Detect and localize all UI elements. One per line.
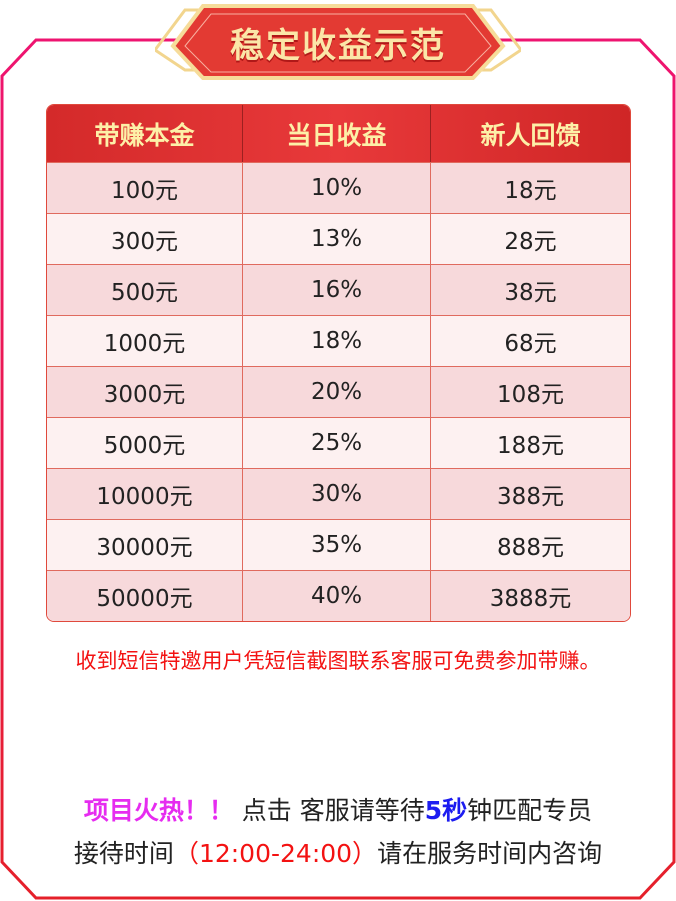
match-text: 钟匹配专员 bbox=[467, 796, 593, 825]
header-daily-yield: 当日收益 bbox=[243, 105, 431, 162]
cell-daily-yield: 40% bbox=[243, 571, 431, 621]
cell-bonus: 108元 bbox=[497, 382, 564, 408]
click-text[interactable]: 点击 客服请等待 bbox=[233, 796, 425, 825]
header-new-user-bonus: 新人回馈 bbox=[480, 120, 581, 150]
cell-bonus: 38元 bbox=[504, 280, 557, 306]
seconds-text: 5秒 bbox=[424, 796, 468, 825]
hours-note: 请在服务时间内咨询 bbox=[377, 839, 603, 868]
header-principal: 带赚本金 bbox=[47, 105, 243, 162]
cell-daily-yield: 18% bbox=[243, 316, 431, 366]
cell-daily-yield: 35% bbox=[243, 520, 431, 570]
banner-title: 稳定收益示范 bbox=[230, 26, 446, 66]
table-row: 3000元 20% 108元 bbox=[47, 366, 630, 417]
cell-daily-yield: 10% bbox=[243, 163, 431, 213]
cell-daily-yield: 30% bbox=[243, 469, 431, 519]
cell-daily-yield: 13% bbox=[243, 214, 431, 264]
cell-principal: 3000元 bbox=[47, 367, 243, 417]
title-banner: 稳定收益示范 bbox=[152, 0, 524, 82]
cell-bonus: 18元 bbox=[504, 178, 557, 204]
table-row: 1000元 18% 68元 bbox=[47, 315, 630, 366]
cell-daily-yield: 20% bbox=[243, 367, 431, 417]
table-row: 10000元 30% 388元 bbox=[47, 468, 630, 519]
footer-line-1: 项目火热！！ 点击 客服请等待5秒钟匹配专员 bbox=[0, 791, 676, 827]
cell-principal: 300元 bbox=[47, 214, 243, 264]
earnings-table: 带赚本金 当日收益 新人回馈 100元 10% 18元 300元 13% 28元 500元 1… bbox=[46, 104, 631, 622]
cell-daily-yield: 25% bbox=[243, 418, 431, 468]
cell-principal: 5000元 bbox=[47, 418, 243, 468]
table-row: 500元 16% 38元 bbox=[47, 264, 630, 315]
hours-label: 接待时间 bbox=[73, 839, 174, 868]
service-hours: （12:00-24:00） bbox=[173, 839, 378, 868]
cell-bonus: 68元 bbox=[504, 331, 557, 357]
notice-text: 收到短信特邀用户凭短信截图联系客服可免费参加带赚。 bbox=[75, 649, 601, 673]
cell-principal: 10000元 bbox=[47, 469, 243, 519]
hot-label: 项目火热！！ bbox=[83, 796, 234, 825]
table-row: 5000元 25% 188元 bbox=[47, 417, 630, 468]
cell-bonus: 888元 bbox=[497, 535, 564, 561]
cell-daily-yield: 16% bbox=[243, 265, 431, 315]
footer-line-2: 接待时间（12:00-24:00）请在服务时间内咨询 bbox=[0, 834, 676, 870]
cell-bonus: 388元 bbox=[497, 484, 564, 510]
cell-bonus: 28元 bbox=[504, 229, 557, 255]
banner-ornament bbox=[152, 4, 524, 80]
cell-principal: 1000元 bbox=[47, 316, 243, 366]
cell-bonus: 3888元 bbox=[489, 586, 572, 612]
cell-principal: 500元 bbox=[47, 265, 243, 315]
table-row: 30000元 35% 888元 bbox=[47, 519, 630, 570]
table-row: 100元 10% 18元 bbox=[47, 162, 630, 213]
cell-principal: 50000元 bbox=[47, 571, 243, 621]
cell-bonus: 188元 bbox=[497, 433, 564, 459]
table-row: 300元 13% 28元 bbox=[47, 213, 630, 264]
table-header: 带赚本金 当日收益 新人回馈 bbox=[47, 105, 630, 162]
cell-principal: 100元 bbox=[47, 163, 243, 213]
table-row: 50000元 40% 3888元 bbox=[47, 570, 630, 621]
cell-principal: 30000元 bbox=[47, 520, 243, 570]
